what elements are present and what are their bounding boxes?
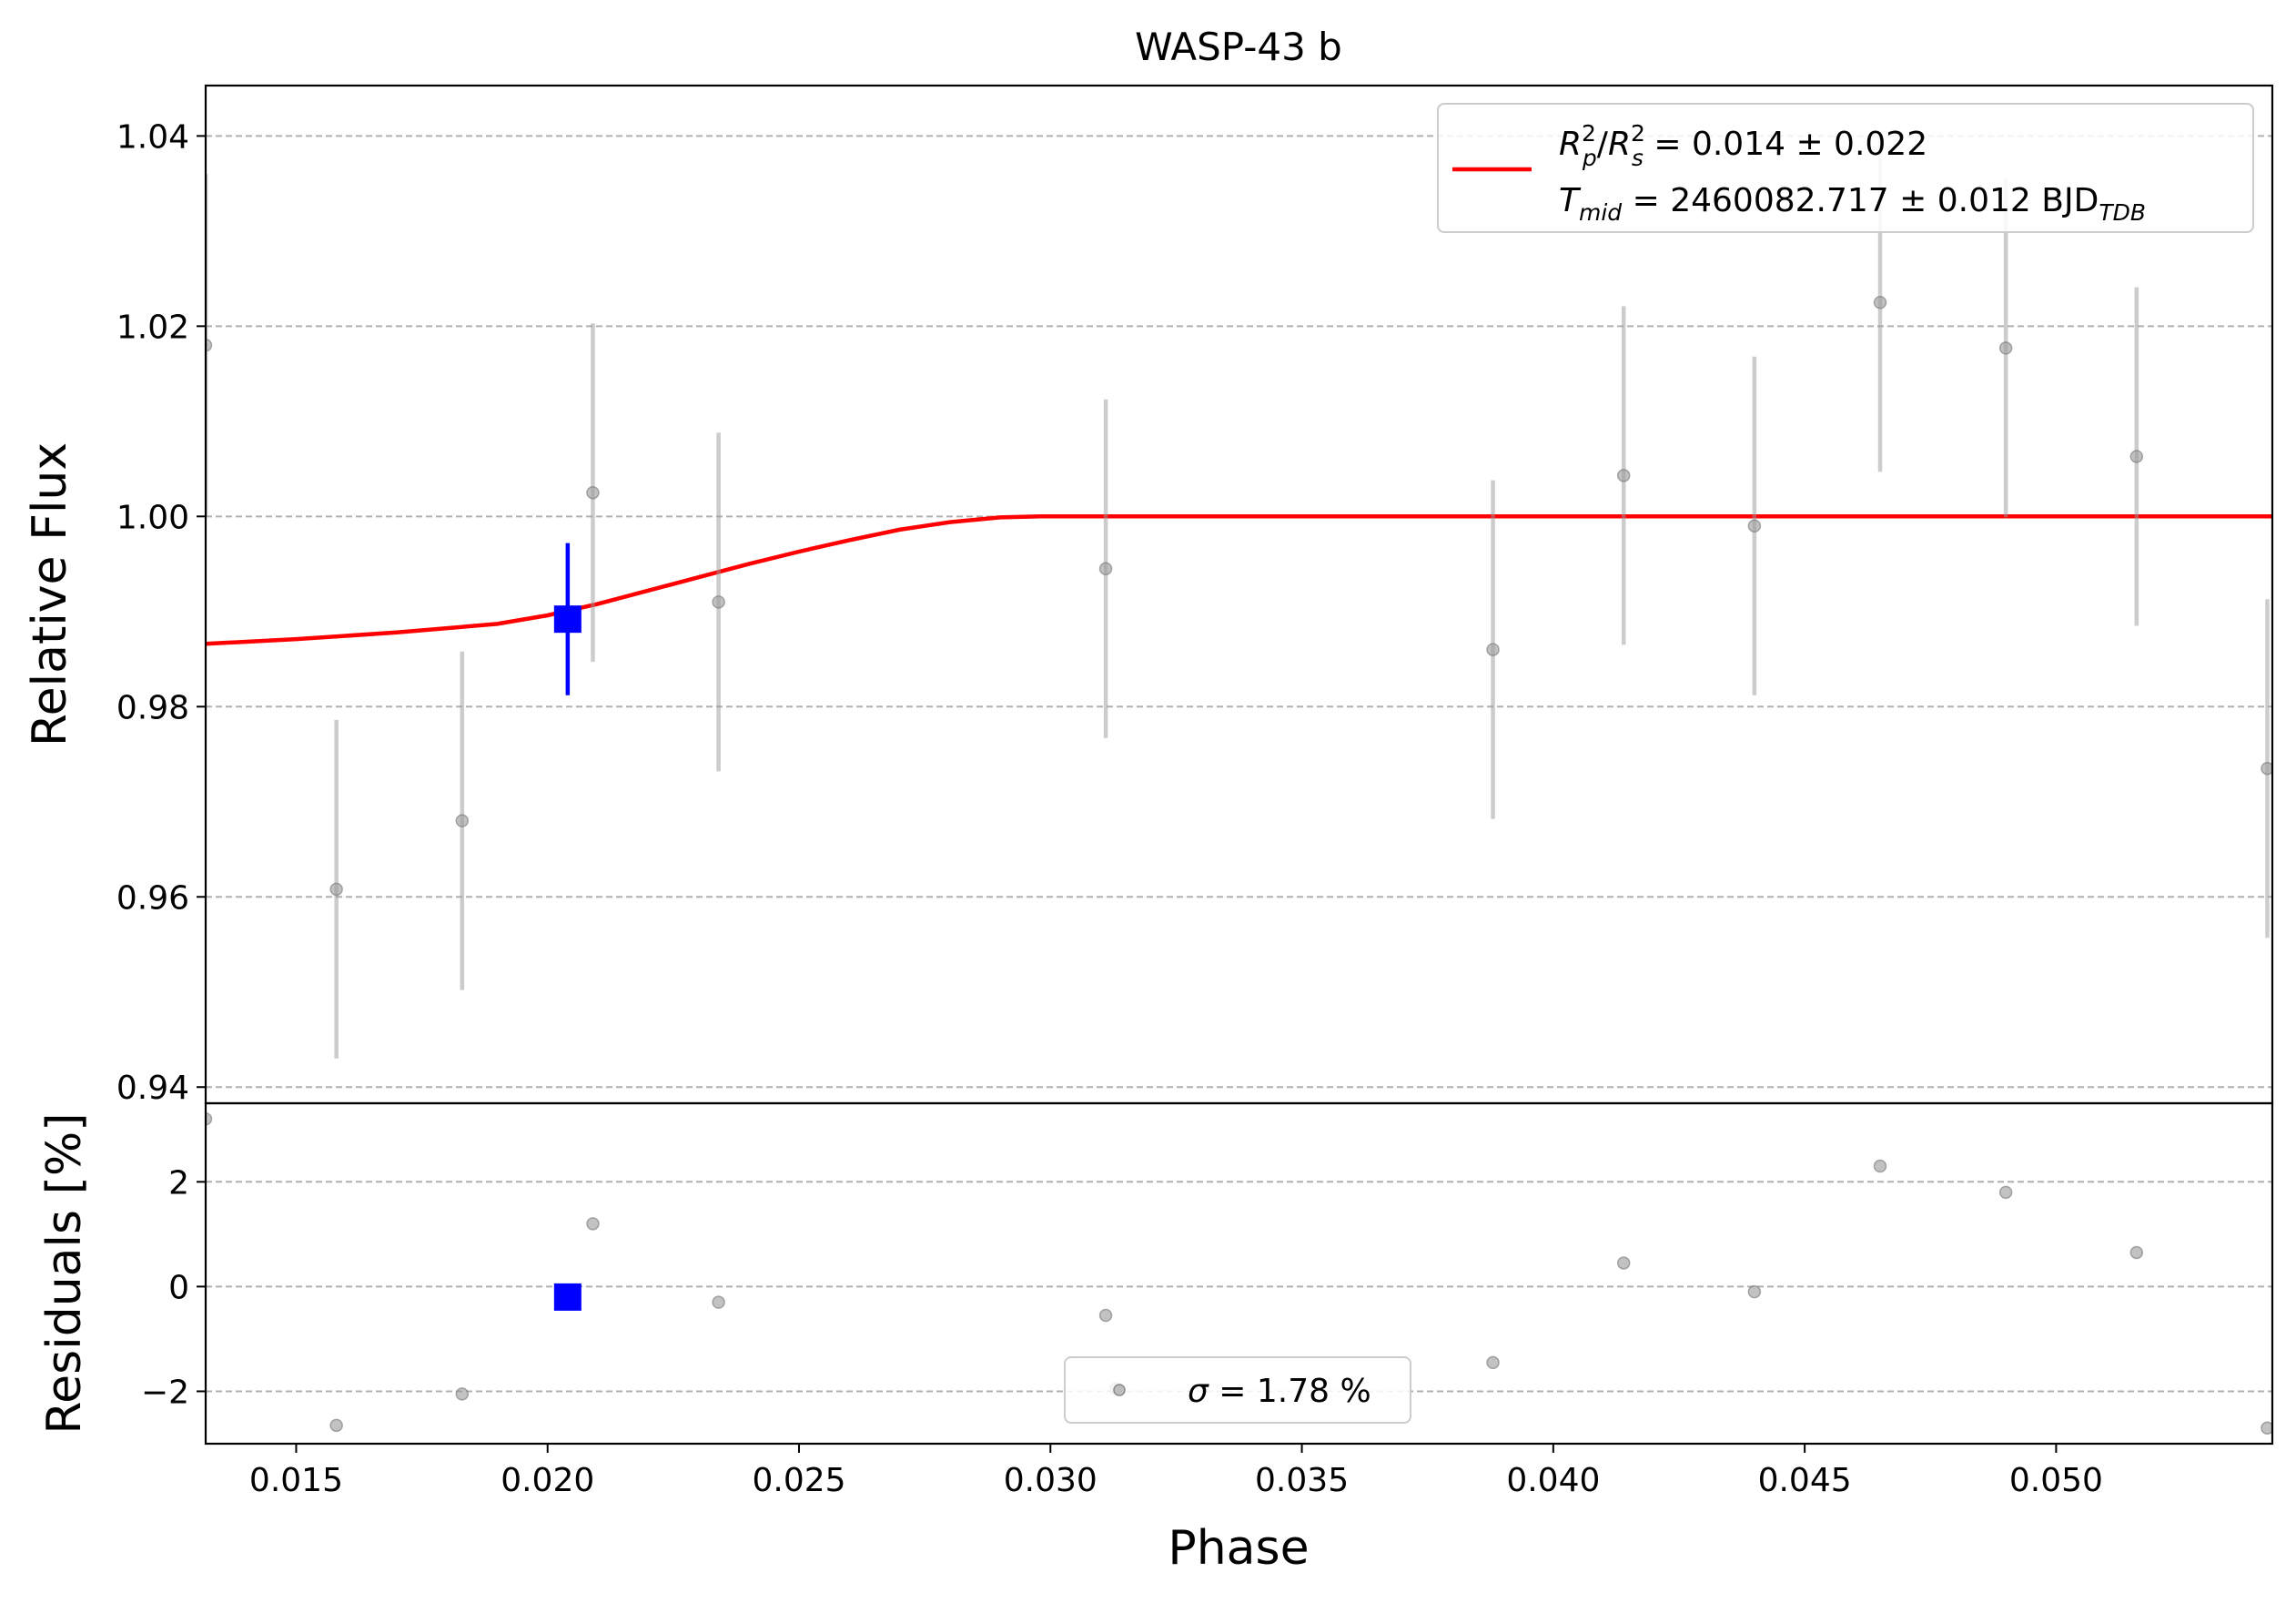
main-y-tick-label: 1.02 [116,309,189,346]
x-tick-label: 0.015 [249,1462,343,1499]
data-point [1998,341,2013,355]
highlighted-residual [553,1283,582,1311]
main-y-ticks: 0.94 0.96 0.98 1.00 1.02 1.04 [116,118,206,1107]
data-point [1873,295,1887,309]
main-legend: R2 p/R2 s = 0.014 ± 0.022 Tmid = 2460082.7… [1437,103,2254,233]
main-panel: 0.94 0.96 0.98 1.00 1.02 1.04 WASP-43 b Relat… [23,25,2274,1107]
residual-point [206,1112,213,1126]
data-point [1747,519,1762,533]
main-y-tick-label: 0.98 [116,689,189,726]
residual-point [1873,1159,1887,1173]
data-point [1616,469,1631,482]
data-point [206,338,213,352]
residual-point [2129,1245,2144,1260]
residuals-sigma: σ = 1.78 % [1188,1373,1371,1410]
main-y-tick-label: 0.96 [116,879,189,917]
residual-point [1616,1256,1631,1270]
residual-point [1998,1185,2013,1200]
legend-radius-ratio: R2 p/R2 s = 0.014 ± 0.022 [1559,120,1927,171]
chart-title: WASP-43 b [1135,25,1342,69]
main-y-tick-label: 1.04 [116,118,189,156]
residual-point [1486,1355,1500,1370]
model-curve [206,514,2272,646]
residuals-points-group [206,1112,2272,1435]
main-y-tick-label: 0.94 [116,1070,189,1107]
x-tick-label: 0.025 [752,1462,845,1499]
x-axis-label: Phase [1168,1521,1309,1576]
residual-point [1098,1308,1113,1323]
data-point [586,485,600,500]
data-point [1486,643,1500,656]
x-tick-label: 0.045 [1758,1462,1852,1499]
x-ticks: 0.015 0.020 0.025 0.030 0.035 0.040 0.045 0.050 [249,1444,2103,1499]
main-y-tick-label: 1.00 [116,499,189,536]
residuals-plot-frame [204,1101,2274,1446]
main-plot-frame [204,84,2274,1105]
residuals-legend-box [1064,1356,1411,1424]
x-tick-label: 0.020 [501,1462,594,1499]
y-axis-label-residuals: Residuals [%] [37,1112,92,1434]
data-point [329,882,343,897]
y-axis-label-main: Relative Flux [23,442,77,746]
residuals-y-tick-label: 0 [168,1269,189,1306]
model-curve-group [206,514,2272,646]
residuals-legend: σ = 1.78 % [1064,1356,1411,1424]
data-point [2129,450,2144,463]
data-point [2261,761,2272,776]
legend-mid-transit: Tmid = 2460082.717 ± 0.012 BJDTDB [1559,182,2146,226]
main-points-group [206,133,2272,1059]
residual-point [455,1387,470,1401]
x-tick-label: 0.035 [1255,1462,1349,1499]
residuals-panel: −2 0 2 0.015 0.020 0.025 0.030 0.035 0.040 0.045… [37,1101,2274,1576]
residual-point [586,1217,600,1231]
data-point [455,814,470,827]
residual-point [712,1295,725,1309]
data-point [712,595,725,609]
x-tick-label: 0.040 [1506,1462,1600,1499]
residuals-y-tick-label: 2 [168,1164,189,1202]
residuals-legend-marker [1113,1384,1126,1396]
residuals-y-ticks: −2 0 2 [141,1164,206,1411]
main-gridlines [206,135,2272,1089]
data-point [1098,562,1113,576]
x-tick-label: 0.050 [2009,1462,2103,1499]
residual-point [1747,1284,1762,1299]
residuals-y-tick-label: −2 [141,1374,189,1411]
highlighted-point [553,605,582,634]
residual-point [2261,1421,2272,1435]
x-tick-label: 0.030 [1004,1462,1097,1499]
residual-point [329,1418,343,1433]
main-legend-box [1437,103,2254,233]
